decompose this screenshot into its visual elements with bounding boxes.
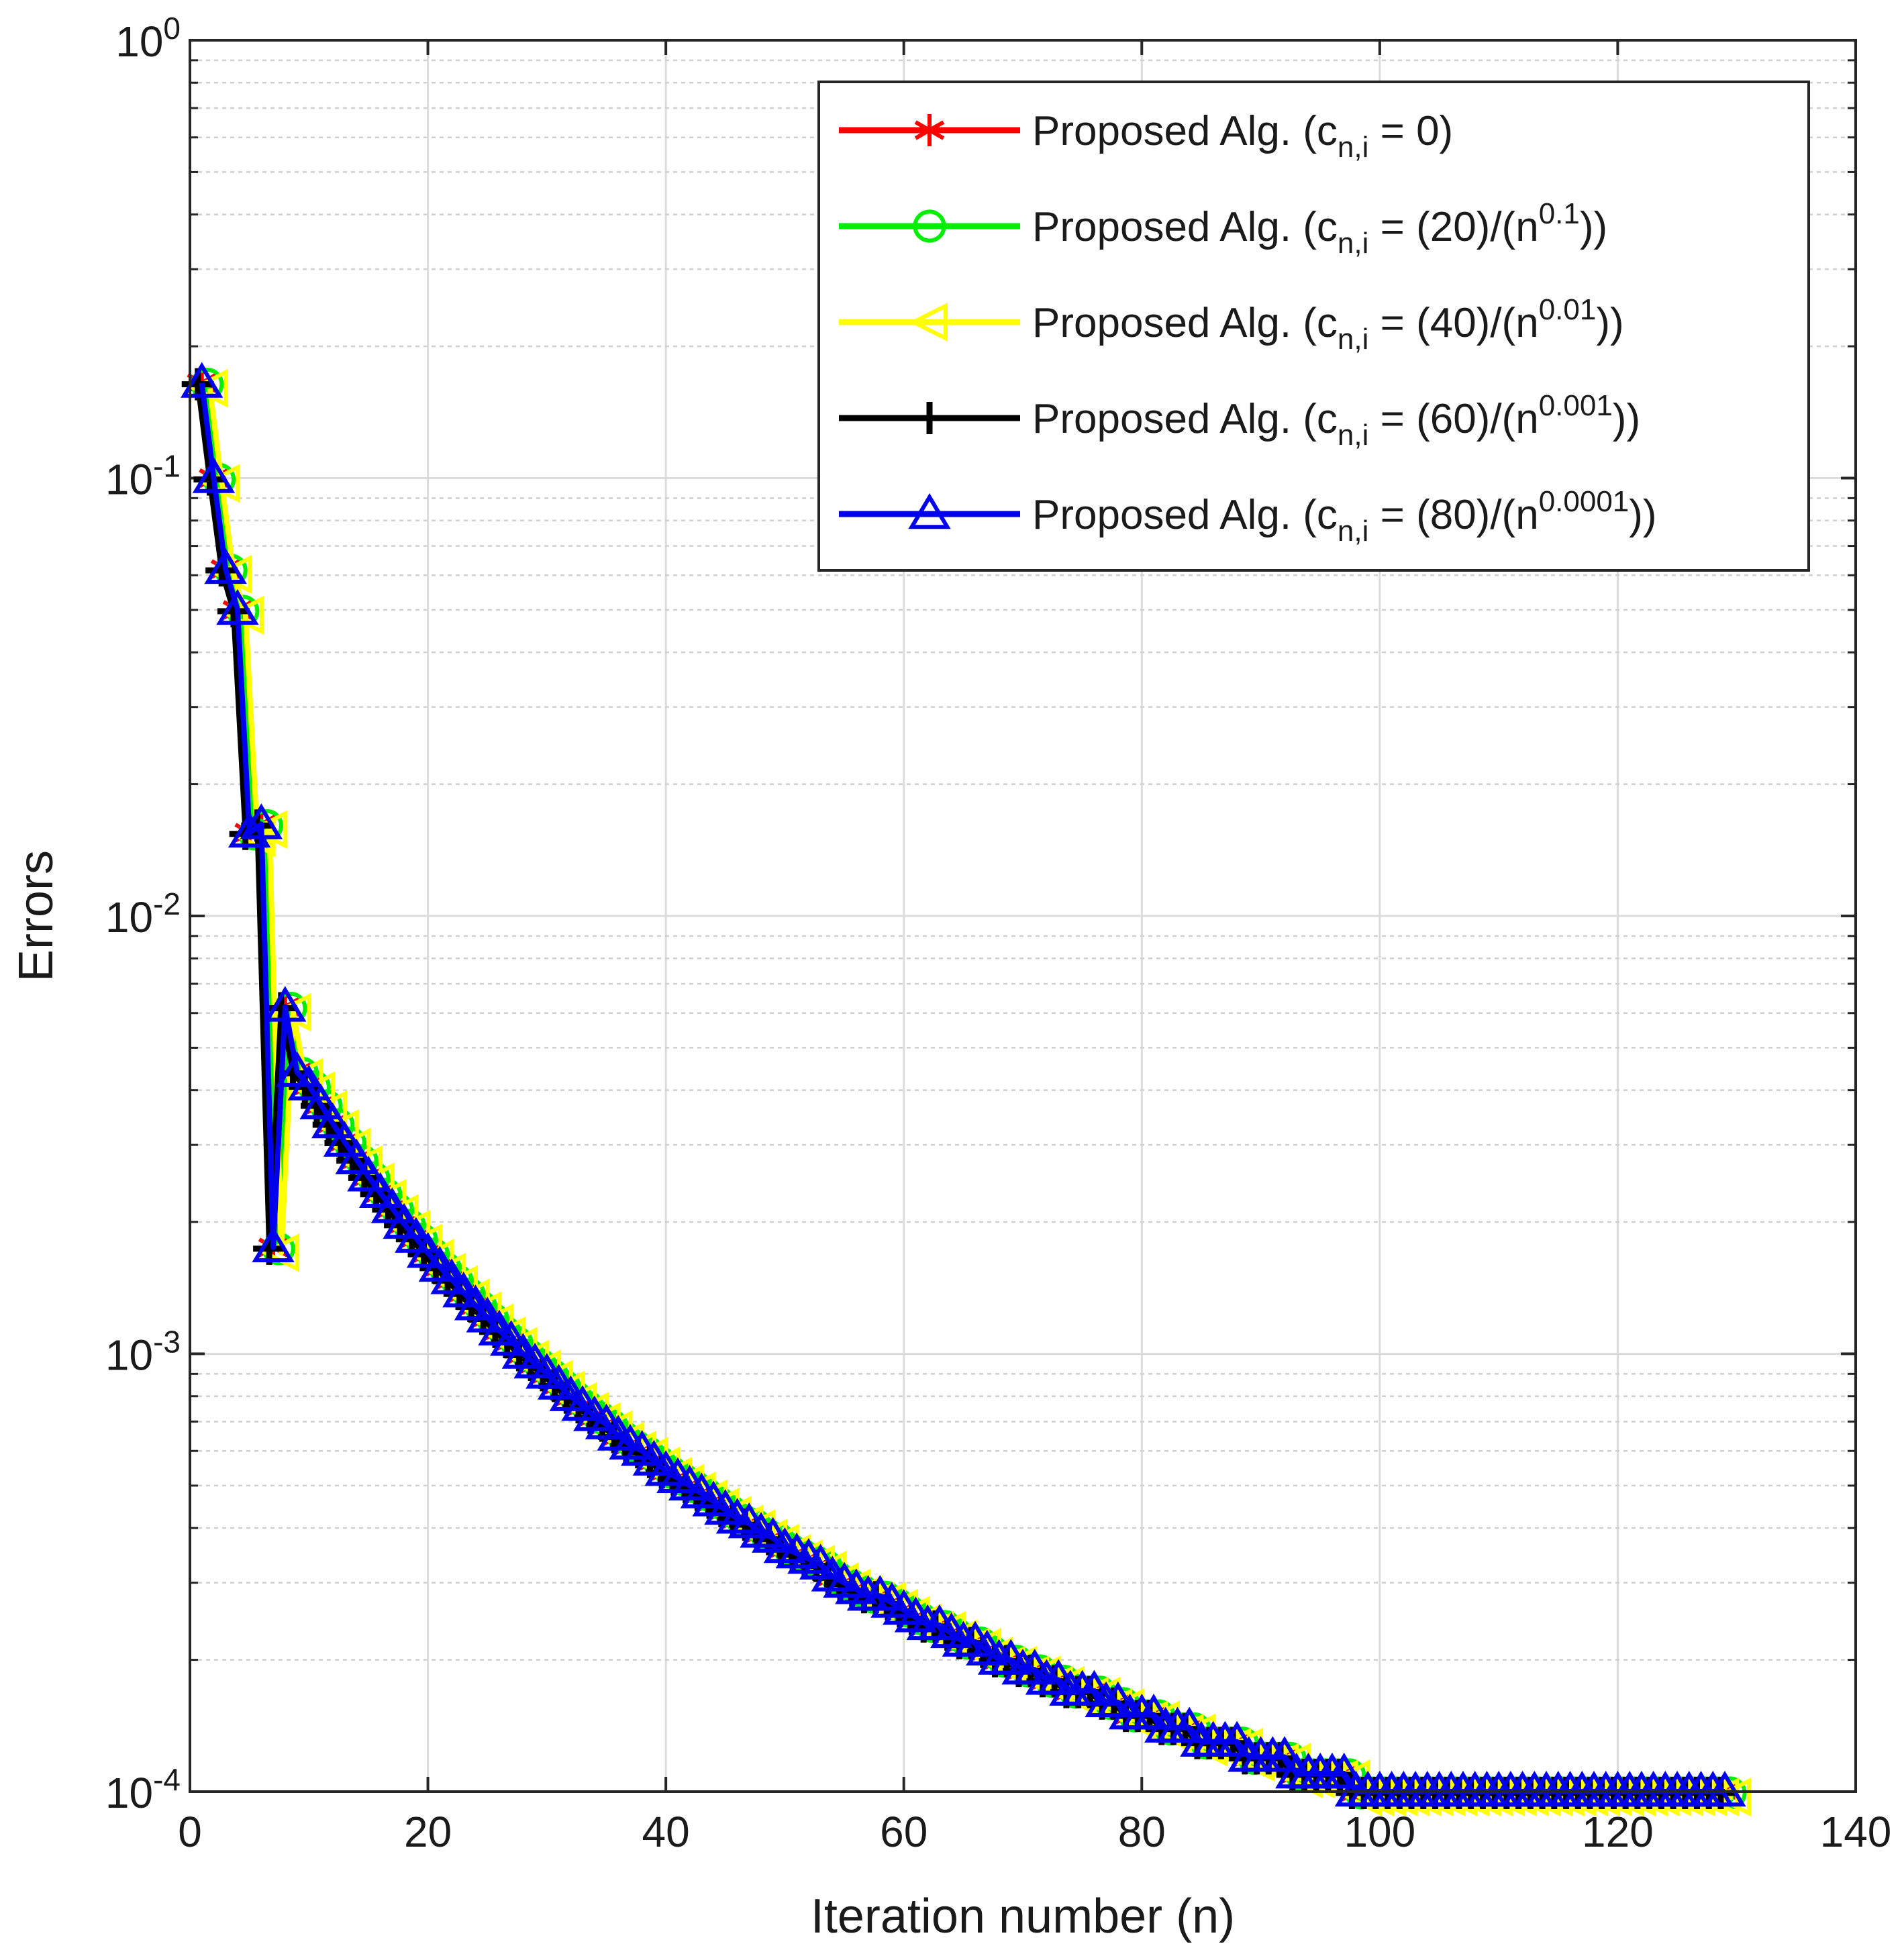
legend-label-sub: n,i [1338, 419, 1368, 452]
data-point [228, 811, 271, 848]
data-point [181, 362, 223, 398]
data-point [204, 548, 247, 584]
data-point [383, 1202, 425, 1239]
data-point [370, 1187, 414, 1223]
data-point [323, 1121, 366, 1157]
legend-swatch-marker [909, 303, 948, 342]
legend-label-main: Proposed Alg. (c [1032, 492, 1338, 538]
legend: Proposed Alg. (cn,i = 0)Proposed Alg. (c… [817, 81, 1810, 572]
data-point [240, 803, 283, 839]
legend-item: Proposed Alg. (cn,i = (80)/(n0.0001)) [839, 485, 1657, 548]
legend-label-end: )) [1580, 204, 1607, 250]
legend-label-main: Proposed Alg. (c [1032, 204, 1338, 250]
data-point [787, 1538, 830, 1574]
asterisk-stroke [914, 120, 945, 140]
data-point [216, 588, 259, 625]
y-tick-label: 10-2 [105, 886, 181, 941]
x-tick-label: 0 [178, 1808, 202, 1856]
data-point [347, 1156, 390, 1192]
legend-label-sub: n,i [1338, 131, 1368, 164]
data-point [1168, 1706, 1211, 1743]
legend-label-sup: 0.1 [1539, 197, 1580, 230]
legend-item: Proposed Alg. (cn,i = 0) [839, 108, 1453, 164]
data-point [1263, 1736, 1306, 1772]
legend-label: Proposed Alg. (cn,i = (20)/(n0.1)) [1032, 197, 1607, 260]
legend-box [817, 81, 1810, 572]
legend-label-sub: n,i [1338, 323, 1368, 356]
legend-label-end: )) [1613, 396, 1640, 442]
y-axis-title: Errors [9, 850, 63, 982]
y-tick-label: 100 [115, 11, 181, 66]
data-point [335, 1138, 378, 1174]
x-tick-label: 140 [1820, 1808, 1892, 1856]
x-tick-label: 40 [642, 1808, 690, 1856]
data-point [775, 1532, 818, 1569]
legend-label-rest: = (20)/(n [1368, 204, 1538, 250]
legend-label-main: Proposed Alg. (c [1032, 108, 1338, 154]
legend-label-rest: = (40)/(n [1368, 300, 1538, 346]
legend-label-sub: n,i [1338, 227, 1368, 260]
y-tick-label: 10-3 [105, 1325, 181, 1380]
x-tick-label: 100 [1344, 1808, 1415, 1856]
x-tick-label: 60 [880, 1808, 928, 1856]
legend-label-sup: 0.01 [1539, 293, 1597, 326]
data-point [1215, 1721, 1258, 1757]
x-axis-title: Iteration number (n) [811, 1890, 1235, 1943]
legend-label-end: )) [1596, 300, 1623, 346]
plot-frame [189, 39, 1857, 1793]
data-point [406, 1232, 450, 1268]
legend-label-sup: 0.001 [1539, 389, 1613, 422]
legend-swatch-marker [908, 493, 951, 529]
data-point [287, 1064, 330, 1100]
y-tick-label: 10-1 [105, 449, 181, 504]
data-point [395, 1217, 438, 1253]
tick-labels: 0 20 40 60 80 100 120 140 100 10-1 10-2 10-3 10-4 [105, 11, 1891, 1856]
legend-swatch-marker [914, 114, 945, 146]
legend-swatch-marker [913, 402, 946, 434]
legend-swatch-marker [913, 209, 946, 243]
x-tick-label: 80 [1118, 1808, 1166, 1856]
legend-label: Proposed Alg. (cn,i = (40)/(n0.01)) [1032, 293, 1624, 356]
legend-item: Proposed Alg. (cn,i = (20)/(n0.1)) [839, 197, 1607, 260]
data-point [252, 1226, 295, 1263]
legend-label: Proposed Alg. (cn,i = 0) [1032, 108, 1453, 164]
legend-label-main: Proposed Alg. (c [1032, 396, 1338, 442]
data-point [1703, 1770, 1746, 1807]
legend-label: Proposed Alg. (cn,i = (80)/(n0.0001)) [1032, 485, 1657, 548]
y-tick-label: 10-4 [105, 1762, 181, 1817]
legend-item: Proposed Alg. (cn,i = (40)/(n0.01)) [839, 293, 1624, 356]
legend-label-rest: = 0) [1368, 108, 1453, 154]
legend-label-main: Proposed Alg. (c [1032, 300, 1338, 346]
data-point [763, 1527, 807, 1563]
data-point [311, 1102, 354, 1139]
data-point [715, 1498, 759, 1534]
legend-label: Proposed Alg. (cn,i = (60)/(n0.001)) [1032, 389, 1640, 452]
legend-label-rest: = (80)/(n [1368, 492, 1538, 538]
legend-item: Proposed Alg. (cn,i = (60)/(n0.001)) [839, 389, 1640, 452]
data-point [1322, 1752, 1366, 1789]
x-tick-label: 20 [404, 1808, 452, 1856]
data-point [358, 1172, 402, 1209]
legend-label-rest: = (60)/(n [1368, 396, 1538, 442]
data-point [299, 1083, 342, 1120]
x-tick-label: 120 [1582, 1808, 1654, 1856]
data-point [740, 1512, 783, 1548]
legend-label-sub: n,i [1338, 515, 1368, 548]
legend-label-sup: 0.0001 [1539, 485, 1630, 518]
data-point [264, 986, 307, 1022]
data-point [192, 457, 236, 493]
legend-label-end: )) [1629, 492, 1656, 538]
